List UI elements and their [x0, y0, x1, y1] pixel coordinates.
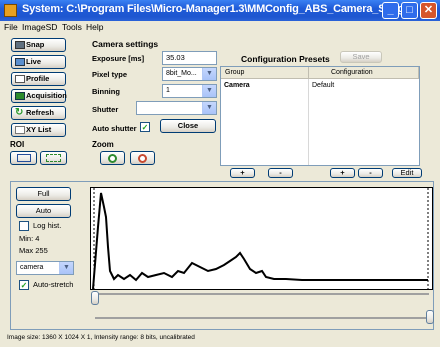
pixel-type-select[interactable]: 8bit_Mo... ▼ — [162, 67, 217, 81]
add-group-button[interactable]: + — [230, 168, 255, 178]
refresh-label: Refresh — [26, 108, 54, 117]
channel-select[interactable]: camera ▼ — [16, 261, 74, 275]
auto-stretch-label: Auto-stretch — [33, 280, 74, 289]
zoom-out-icon — [138, 154, 147, 163]
edit-preset-button[interactable]: Edit — [392, 168, 422, 178]
presets-title: Configuration Presets — [241, 54, 330, 64]
min-slider-handle[interactable] — [91, 291, 99, 305]
histogram-frame — [90, 187, 433, 290]
roi-set-button[interactable] — [10, 151, 37, 165]
exposure-field[interactable]: 35.03 — [162, 51, 217, 65]
binning-select[interactable]: 1 ▼ — [162, 84, 217, 98]
remove-group-button[interactable]: - — [268, 168, 293, 178]
list-icon — [15, 126, 25, 134]
histogram-panel — [10, 181, 434, 330]
shutter-select[interactable]: ▼ — [136, 101, 217, 115]
max-value-label: Max 255 — [19, 246, 48, 255]
pixel-type-value: 8bit_Mo... — [166, 70, 197, 77]
close-shutter-button[interactable]: Close — [160, 119, 216, 133]
auto-shutter-checkbox[interactable]: ✓ — [140, 122, 150, 132]
binning-value: 1 — [166, 87, 170, 94]
log-hist-checkbox[interactable] — [19, 221, 29, 231]
channel-value: camera — [20, 264, 44, 271]
menu-imagesd[interactable]: ImageSD — [22, 22, 58, 32]
close-window-button[interactable]: ✕ — [420, 2, 437, 19]
menu-tools[interactable]: Tools — [62, 22, 82, 32]
film-icon — [15, 92, 25, 100]
snap-label: Snap — [26, 40, 45, 49]
zoom-label: Zoom — [92, 140, 114, 149]
presets-table[interactable]: Group Configuration Camera Default — [220, 66, 420, 166]
snap-button[interactable]: Snap — [11, 38, 66, 52]
menu-help[interactable]: Help — [86, 22, 104, 32]
refresh-icon: ↻ — [15, 107, 24, 118]
add-preset-button[interactable]: + — [330, 168, 355, 178]
camera-icon — [15, 41, 25, 49]
profile-label: Profile — [26, 74, 50, 83]
full-range-button[interactable]: Full — [16, 187, 71, 201]
title-bar[interactable] — [0, 0, 440, 21]
min-value-label: Min: 4 — [19, 234, 40, 243]
roi-label: ROI — [10, 140, 25, 149]
zoom-out-button[interactable] — [130, 151, 155, 165]
min-slider-track[interactable] — [95, 293, 429, 295]
chevron-down-icon[interactable]: ▼ — [59, 262, 73, 274]
chevron-down-icon[interactable]: ▼ — [202, 85, 216, 97]
chevron-down-icon[interactable]: ▼ — [202, 68, 216, 80]
save-preset-button[interactable]: Save — [340, 51, 382, 63]
maximize-button[interactable]: □ — [401, 2, 418, 19]
acquisition-button[interactable]: Acquisition — [11, 89, 67, 103]
histogram-curve — [92, 192, 428, 290]
auto-stretch-checkbox[interactable]: ✓ — [19, 280, 29, 290]
column-divider — [308, 79, 309, 165]
refresh-button[interactable]: ↻ Refresh — [11, 106, 66, 120]
max-slider-track[interactable] — [95, 317, 429, 319]
auto-range-button[interactable]: Auto — [16, 204, 71, 218]
xy-list-label: XY List — [26, 125, 52, 134]
minimize-button[interactable]: _ — [382, 2, 399, 19]
auto-shutter-label: Auto shutter — [92, 124, 137, 133]
zoom-in-icon — [108, 154, 117, 163]
xy-list-button[interactable]: XY List — [11, 123, 66, 137]
app-icon — [4, 4, 17, 17]
pixel-type-label: Pixel type — [92, 70, 128, 79]
camera-settings-title: Camera settings — [92, 39, 159, 49]
log-hist-label: Log hist. — [33, 221, 62, 230]
window-title: System: C:\Program Files\Micro-Manager1.… — [22, 3, 405, 15]
remove-preset-button[interactable]: - — [358, 168, 383, 178]
chevron-down-icon[interactable]: ▼ — [202, 102, 216, 114]
roi-rect-icon — [17, 154, 31, 162]
live-button[interactable]: Live — [11, 55, 66, 69]
binning-label: Binning — [92, 87, 120, 96]
column-header-group[interactable]: Group — [221, 67, 309, 79]
profile-button[interactable]: Profile — [11, 72, 66, 86]
menu-file[interactable]: File — [4, 22, 18, 32]
table-cell-configuration[interactable]: Default — [312, 82, 335, 89]
exposure-label: Exposure [ms] — [92, 54, 145, 63]
column-header-configuration[interactable]: Configuration — [309, 67, 419, 79]
roi-reset-button[interactable] — [40, 151, 67, 165]
live-label: Live — [26, 57, 42, 66]
menu-bar: File ImageSD Tools Help — [0, 21, 440, 35]
max-slider-handle[interactable] — [426, 310, 434, 324]
status-bar: Image size: 1360 X 1024 X 1, Intensity r… — [7, 334, 195, 341]
roi-full-icon — [46, 154, 61, 162]
chart-icon — [15, 75, 25, 83]
acquisition-label: Acquisition — [26, 91, 67, 100]
table-cell-group[interactable]: Camera — [224, 82, 250, 89]
video-camera-icon — [15, 58, 25, 66]
shutter-label: Shutter — [92, 105, 119, 114]
zoom-in-button[interactable] — [100, 151, 125, 165]
histogram-plot — [90, 187, 433, 290]
